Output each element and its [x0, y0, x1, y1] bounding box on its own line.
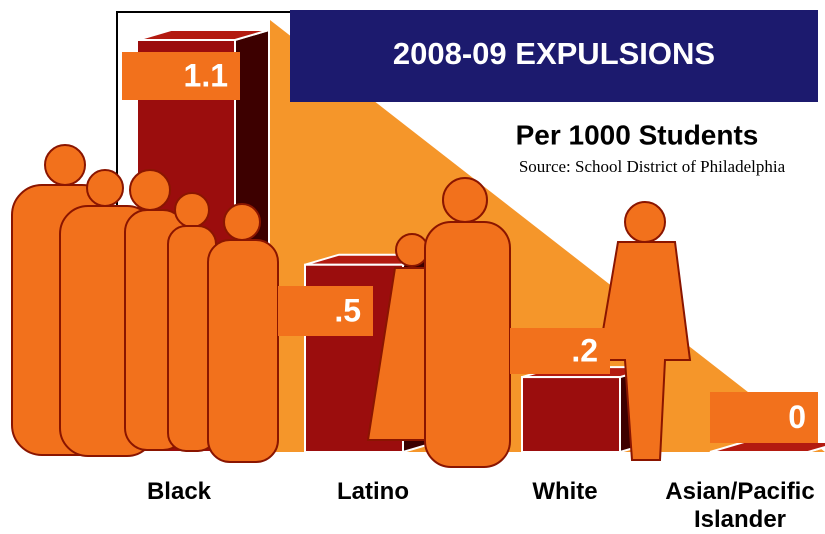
silhouette: [223, 203, 261, 241]
value-label: 1.1: [184, 57, 228, 93]
value-label-box: [122, 52, 240, 100]
title-box: [290, 10, 818, 102]
silhouette: [424, 221, 511, 468]
x-tick-label: White: [532, 478, 598, 505]
value-labels: 1.1 .5 .2 0: [122, 52, 818, 443]
silhouette: [174, 192, 210, 228]
chart-title: 2008-09 EXPULSIONS: [393, 36, 715, 71]
silhouette: [207, 239, 279, 463]
silhouettes: [11, 144, 692, 468]
silhouette: [86, 169, 124, 207]
x-tick-label: Asian/Pacific Islander: [665, 478, 815, 533]
value-label-box: [710, 392, 818, 443]
bar: [521, 376, 621, 453]
value-label: .2: [571, 332, 598, 368]
source: Source: School District of Philadelphia: [519, 157, 786, 176]
value-label: .5: [334, 292, 361, 328]
silhouette: [44, 144, 86, 186]
bar-top: [709, 441, 825, 453]
x-tick-label: Latino: [337, 478, 409, 505]
subtitle: Per 1000 Students: [516, 119, 759, 150]
x-tick-label: Black: [146, 478, 212, 505]
value-label: 0: [788, 399, 806, 435]
silhouette: [129, 169, 171, 211]
value-label-box: [278, 286, 373, 336]
silhouette: [395, 233, 429, 267]
silhouette: [442, 177, 488, 223]
value-label-box: [510, 328, 610, 374]
silhouette: [624, 201, 666, 243]
